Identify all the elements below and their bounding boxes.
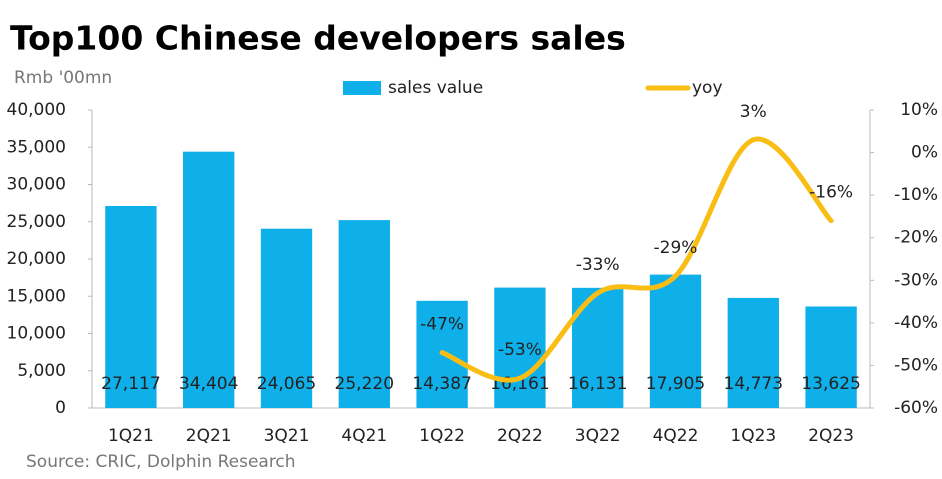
line-label: -29% (654, 238, 698, 258)
x-tick-label: 2Q23 (808, 426, 854, 446)
bar-label: 17,905 (646, 374, 705, 394)
x-tick-label: 1Q23 (730, 426, 776, 446)
line-label: 3% (740, 102, 767, 122)
y-tick-label: 15,000 (7, 286, 66, 306)
bar-label: 14,773 (724, 374, 783, 394)
y-axis-label: Rmb '00mn (14, 68, 112, 88)
y-tick-label: 40,000 (7, 100, 66, 120)
bar-label: 16,131 (568, 374, 627, 394)
bar (105, 205, 157, 408)
y2-tick-label: 10% (900, 100, 938, 120)
x-tick-label: 4Q21 (341, 426, 387, 446)
y2-tick-label: -20% (894, 228, 938, 248)
source: Source: CRIC, Dolphin Research (26, 452, 296, 472)
y2-tick-label: 0% (911, 143, 938, 163)
y-tick-label: 5,000 (17, 361, 66, 381)
bar-label: 27,117 (101, 374, 160, 394)
bar-label: 13,625 (801, 374, 860, 394)
y2-tick-label: -10% (894, 185, 938, 205)
y-tick-label: 0 (55, 398, 66, 418)
legend-label: sales value (388, 78, 483, 98)
y2-tick-label: -30% (894, 270, 938, 290)
bar-label: 25,220 (335, 374, 394, 394)
x-tick-label: 2Q21 (186, 426, 232, 446)
y2-tick-label: -50% (894, 355, 938, 375)
bar (494, 287, 546, 408)
x-tick-label: 1Q22 (419, 426, 465, 446)
y-tick-label: 20,000 (7, 249, 66, 269)
bar (338, 220, 390, 408)
line-label: -47% (420, 315, 464, 335)
line-label: -53% (498, 340, 542, 360)
y2-tick-label: -60% (894, 398, 938, 418)
bar (260, 228, 313, 408)
y-tick-label: 30,000 (7, 175, 66, 195)
legend-swatch (343, 81, 381, 95)
bar (649, 274, 702, 408)
bar (727, 297, 779, 408)
y-tick-label: 25,000 (7, 212, 66, 232)
legend-label: yoy (692, 78, 723, 98)
bar-label: 34,404 (179, 374, 238, 394)
x-tick-label: 3Q22 (575, 426, 621, 446)
bar-label: 14,387 (412, 374, 471, 394)
y2-tick-label: -40% (894, 313, 938, 333)
line (439, 136, 834, 383)
x-tick-label: 3Q21 (264, 426, 310, 446)
y-tick-label: 35,000 (7, 137, 66, 157)
x-tick-label: 2Q22 (497, 426, 543, 446)
line-label: -16% (809, 183, 853, 203)
x-tick-label: 1Q21 (108, 426, 154, 446)
bar (183, 151, 235, 409)
x-tick-label: 4Q22 (653, 426, 699, 446)
bar-label: 24,065 (257, 374, 316, 394)
chart-title: Top100 Chinese developers sales (10, 19, 626, 58)
line-label: -33% (576, 255, 620, 275)
bar (805, 306, 857, 408)
y-tick-label: 10,000 (7, 324, 66, 344)
